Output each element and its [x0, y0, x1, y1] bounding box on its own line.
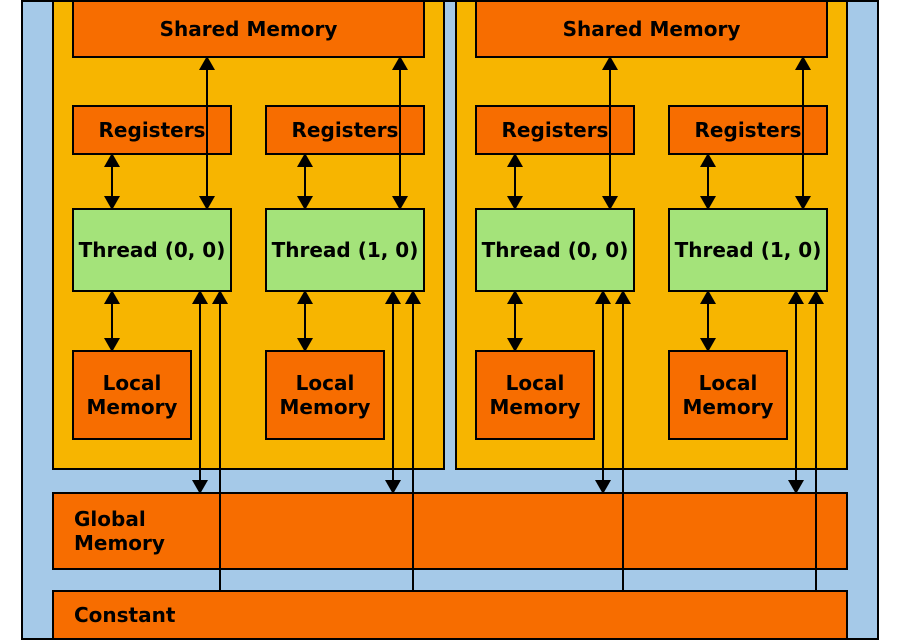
thread-r1: Thread (1, 0) [668, 208, 828, 292]
arrow-thread-local [707, 292, 709, 350]
arrow-reg-thread [111, 155, 113, 208]
arrow-thread-local [111, 292, 113, 350]
arrow-thread-global [199, 292, 201, 492]
arrow-thread-constant [622, 292, 624, 590]
arrow-reg-thread [304, 155, 306, 208]
arrow-shared-thread [399, 58, 401, 208]
local-memory-l0: Local Memory [72, 350, 192, 440]
registers-r0: Registers [475, 105, 635, 155]
arrow-shared-thread [609, 58, 611, 208]
arrow-thread-constant [219, 292, 221, 590]
global-memory: Global Memory [52, 492, 848, 570]
arrow-reg-thread [707, 155, 709, 208]
arrow-reg-thread [514, 155, 516, 208]
arrow-thread-local [304, 292, 306, 350]
arrow-shared-thread [802, 58, 804, 208]
registers-l0: Registers [72, 105, 232, 155]
registers-l1: Registers [265, 105, 425, 155]
local-memory-r1: Local Memory [668, 350, 788, 440]
constant-memory: Constant [52, 590, 848, 640]
shared-memory-left: Shared Memory [72, 0, 425, 58]
arrow-thread-global [602, 292, 604, 492]
thread-r0: Thread (0, 0) [475, 208, 635, 292]
arrow-thread-constant [412, 292, 414, 590]
arrow-thread-local [514, 292, 516, 350]
arrow-thread-global [392, 292, 394, 492]
thread-l1: Thread (1, 0) [265, 208, 425, 292]
registers-r1: Registers [668, 105, 828, 155]
local-memory-l1: Local Memory [265, 350, 385, 440]
thread-l0: Thread (0, 0) [72, 208, 232, 292]
arrow-thread-global [795, 292, 797, 492]
shared-memory-right: Shared Memory [475, 0, 828, 58]
arrow-thread-constant [815, 292, 817, 590]
arrow-shared-thread [206, 58, 208, 208]
local-memory-r0: Local Memory [475, 350, 595, 440]
